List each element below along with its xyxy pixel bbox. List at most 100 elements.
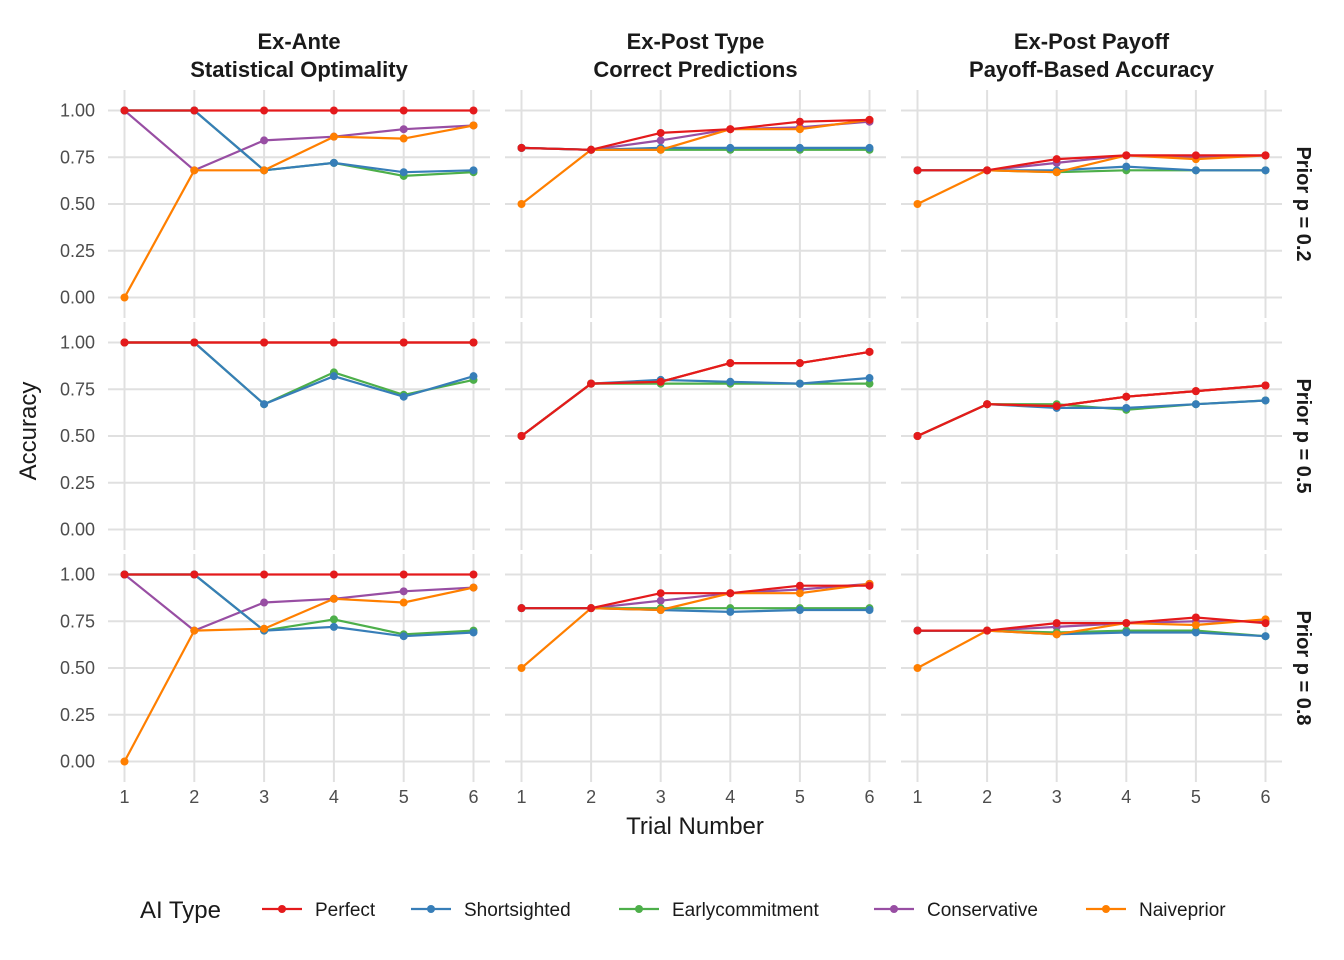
text-layer: Trial Number Accuracy AI Type Ex-Ante Sta… bbox=[15, 29, 1314, 924]
data-point-shortsighted bbox=[726, 377, 735, 386]
x-axis-title: Trial Number bbox=[626, 813, 764, 840]
x-tick-label: 1 bbox=[912, 787, 922, 807]
data-point-shortsighted bbox=[399, 632, 408, 641]
panel bbox=[120, 106, 478, 302]
y-tick-label: 0.50 bbox=[60, 658, 95, 678]
y-tick-label: 0.25 bbox=[60, 705, 95, 725]
series-line-naiveprior bbox=[123, 124, 474, 299]
panel-grid bbox=[108, 554, 490, 782]
data-point-perfect bbox=[517, 432, 526, 440]
data-point-perfect bbox=[983, 166, 992, 175]
series-line-earlycommitment bbox=[917, 399, 1266, 438]
data-point-naiveprior bbox=[795, 125, 804, 134]
data-point-perfect bbox=[913, 166, 922, 175]
series-line-naiveprior bbox=[917, 384, 1266, 438]
y-tick-label: 0.50 bbox=[60, 426, 95, 446]
data-point-shortsighted bbox=[399, 168, 408, 177]
data-point-perfect bbox=[120, 106, 129, 115]
series-line-earlycommitment bbox=[124, 573, 474, 636]
data-point-naiveprior bbox=[260, 624, 269, 633]
data-point-perfect bbox=[983, 400, 992, 409]
legend-title: AI Type bbox=[140, 897, 221, 924]
column-title: Ex-Post Type bbox=[627, 29, 765, 54]
data-point-perfect bbox=[469, 570, 478, 579]
series-line-perfect bbox=[521, 118, 870, 151]
grid-layer bbox=[108, 90, 1282, 782]
data-point-shortsighted bbox=[469, 372, 478, 381]
y-tick-label: 0.25 bbox=[60, 473, 95, 493]
legend-label: Shortsighted bbox=[464, 900, 571, 921]
data-point-perfect bbox=[656, 589, 665, 598]
data-point-perfect bbox=[399, 338, 408, 347]
data-point-perfect bbox=[190, 106, 199, 115]
series-line-conservative bbox=[123, 573, 474, 632]
data-point-perfect bbox=[190, 570, 199, 579]
x-tick-label: 4 bbox=[1121, 787, 1131, 807]
y-axis-title: Accuracy bbox=[15, 382, 42, 481]
y-tick-label: 0.75 bbox=[60, 611, 95, 631]
data-point-naiveprior bbox=[517, 200, 526, 208]
data-point-conservative bbox=[260, 598, 269, 607]
series-line-perfect bbox=[520, 350, 870, 437]
y-tick-label: 1.00 bbox=[60, 101, 95, 121]
legend-key-point bbox=[278, 905, 286, 913]
series-line-earlycommitment bbox=[124, 341, 474, 406]
data-point-shortsighted bbox=[329, 158, 338, 167]
data-point-shortsighted bbox=[1261, 632, 1270, 641]
series-line-conservative bbox=[521, 582, 870, 610]
data-point-perfect bbox=[517, 143, 526, 152]
legend-item-earlycommitment: Earlycommitment bbox=[619, 900, 819, 921]
panel bbox=[517, 115, 874, 208]
data-point-perfect bbox=[1122, 392, 1131, 401]
data-point-naiveprior bbox=[913, 200, 922, 208]
data-point-shortsighted bbox=[795, 606, 804, 615]
series-line-naiveprior bbox=[916, 618, 1266, 669]
series-line-naiveprior bbox=[520, 118, 870, 205]
panel-grid bbox=[108, 322, 490, 550]
data-point-perfect bbox=[329, 338, 338, 347]
data-point-perfect bbox=[1052, 402, 1061, 411]
y-tick-label: 0.25 bbox=[60, 241, 95, 261]
x-tick-label: 4 bbox=[329, 787, 339, 807]
data-point-perfect bbox=[726, 125, 735, 134]
legend-label: Earlycommitment bbox=[672, 900, 819, 921]
legend: Perfect Shortsighted Earlycommitment Conser… bbox=[262, 900, 1226, 921]
x-tick-label: 2 bbox=[189, 787, 199, 807]
data-point-perfect bbox=[329, 106, 338, 115]
x-tick-label: 2 bbox=[982, 787, 992, 807]
panel bbox=[913, 151, 1270, 208]
data-point-naiveprior bbox=[190, 626, 199, 635]
data-point-perfect bbox=[913, 432, 922, 440]
data-point-shortsighted bbox=[726, 607, 735, 616]
series-line-perfect bbox=[917, 616, 1266, 632]
y-tick-label: 0.00 bbox=[60, 752, 95, 772]
series-line-conservative bbox=[520, 350, 870, 437]
data-point-conservative bbox=[656, 136, 665, 145]
panel-grid bbox=[901, 554, 1282, 782]
data-point-shortsighted bbox=[329, 622, 338, 631]
x-tick-label: 6 bbox=[864, 787, 874, 807]
data-point-naiveprior bbox=[399, 134, 408, 143]
data-point-perfect bbox=[399, 570, 408, 579]
panel bbox=[517, 347, 874, 440]
data-point-perfect bbox=[260, 106, 269, 115]
series-line-naiveprior bbox=[520, 350, 870, 437]
data-point-conservative bbox=[399, 125, 408, 134]
x-tick-label: 5 bbox=[399, 787, 409, 807]
data-point-naiveprior bbox=[469, 121, 478, 130]
series-line-shortsighted bbox=[124, 573, 474, 638]
data-point-perfect bbox=[656, 128, 665, 137]
data-point-shortsighted bbox=[795, 379, 804, 388]
panel-grid bbox=[901, 322, 1282, 550]
series-line-perfect bbox=[521, 584, 870, 610]
x-tick-label: 4 bbox=[725, 787, 735, 807]
data-point-perfect bbox=[517, 604, 526, 613]
data-point-perfect bbox=[1052, 155, 1061, 164]
data-point-shortsighted bbox=[1191, 628, 1200, 637]
series-line-conservative bbox=[123, 109, 474, 172]
data-point-perfect bbox=[329, 570, 338, 579]
row-strip-label: Prior p = 0.8 bbox=[1292, 610, 1314, 725]
data-point-perfect bbox=[865, 115, 874, 124]
x-tick-label: 1 bbox=[119, 787, 129, 807]
